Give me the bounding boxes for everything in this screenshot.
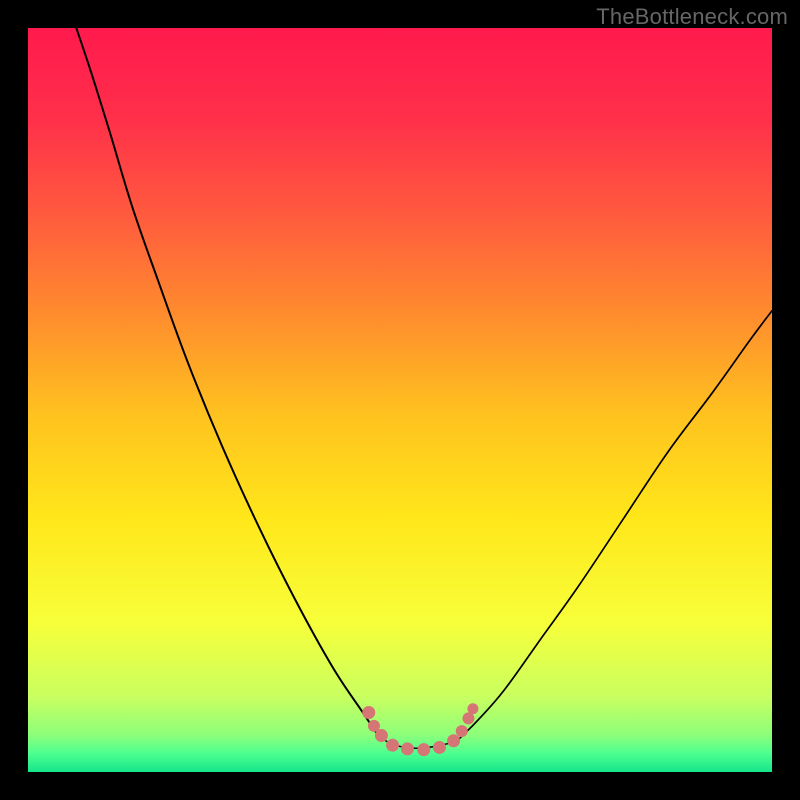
- marker-point: [362, 706, 375, 719]
- marker-point: [447, 734, 460, 747]
- marker-point: [375, 729, 388, 742]
- gradient-background: [28, 28, 772, 772]
- marker-point: [401, 742, 414, 755]
- frame: TheBottleneck.com: [0, 0, 800, 800]
- chart-svg: [28, 28, 772, 772]
- marker-point: [456, 725, 468, 737]
- marker-point: [433, 741, 446, 754]
- marker-point: [386, 739, 399, 752]
- marker-point: [467, 703, 478, 714]
- marker-point: [417, 743, 430, 756]
- plot-area: [28, 28, 772, 772]
- watermark-text: TheBottleneck.com: [596, 4, 788, 30]
